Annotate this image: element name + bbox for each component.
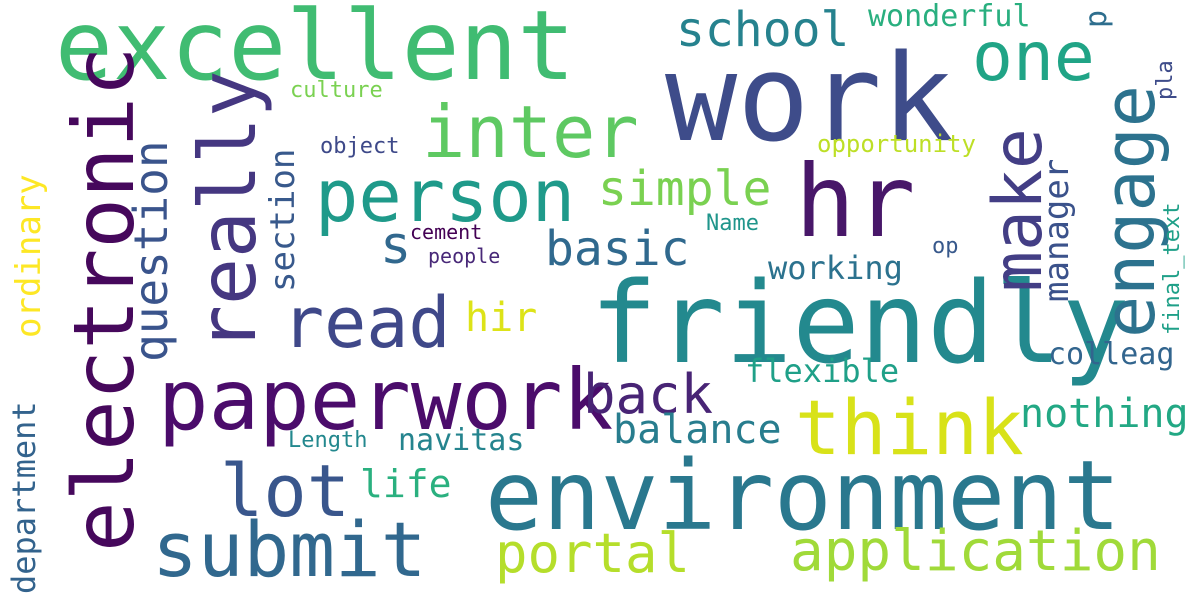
- word-culture: culture: [290, 78, 383, 103]
- word-think: think: [795, 383, 1024, 472]
- word-paperwork: paperwork: [158, 351, 614, 449]
- word-object: object: [320, 134, 400, 159]
- word-read: read: [282, 282, 451, 364]
- word-basic: basic: [545, 221, 690, 277]
- word-question: question: [124, 140, 178, 362]
- word-back: back: [583, 363, 714, 426]
- word-op: op: [932, 234, 959, 259]
- word-engage: engage: [1089, 85, 1171, 338]
- word-balance: balance: [613, 407, 782, 453]
- word-p: p: [1079, 9, 1114, 28]
- word-submit: submit: [152, 505, 427, 594]
- word-person: person: [315, 154, 576, 238]
- word-name: Name: [706, 211, 759, 236]
- word-opportunity: opportunity: [817, 130, 976, 158]
- word-people: people: [428, 244, 501, 268]
- word-friendly: friendly: [590, 259, 1130, 389]
- word-nothing: nothing: [1020, 391, 1189, 437]
- word-life: life: [360, 462, 452, 506]
- word-work: work: [665, 30, 954, 169]
- word-working: working: [768, 249, 903, 287]
- word-simple: simple: [598, 161, 772, 217]
- word-one: one: [972, 18, 1095, 97]
- word-ordinary: ordinary: [9, 174, 49, 338]
- word-inter: inter: [422, 90, 639, 174]
- word-hir: hir: [465, 295, 538, 341]
- word-environment: environment: [485, 440, 1121, 552]
- word-school: school: [676, 2, 850, 58]
- word-colleag: colleag: [1048, 337, 1175, 372]
- word-excellent: excellent: [55, 0, 576, 102]
- word-really: really: [184, 70, 274, 352]
- word-final-text: final_text: [1160, 202, 1185, 335]
- word-navitas: navitas: [398, 423, 525, 458]
- word-length: Length: [288, 428, 368, 453]
- word-cement: cement: [410, 220, 483, 244]
- word-section: section: [263, 148, 303, 292]
- word-wonderful: wonderful: [868, 0, 1031, 34]
- word-flexible: flexible: [745, 352, 900, 390]
- word-portal: portal: [495, 522, 691, 585]
- word-application: application: [790, 519, 1161, 584]
- word-manager: manager: [1037, 158, 1077, 302]
- word-lot: lot: [220, 449, 351, 533]
- word-hr: hr: [795, 143, 916, 260]
- word-s: s: [380, 216, 412, 276]
- word-department: department: [5, 401, 43, 594]
- word-pla: pla: [1153, 60, 1178, 100]
